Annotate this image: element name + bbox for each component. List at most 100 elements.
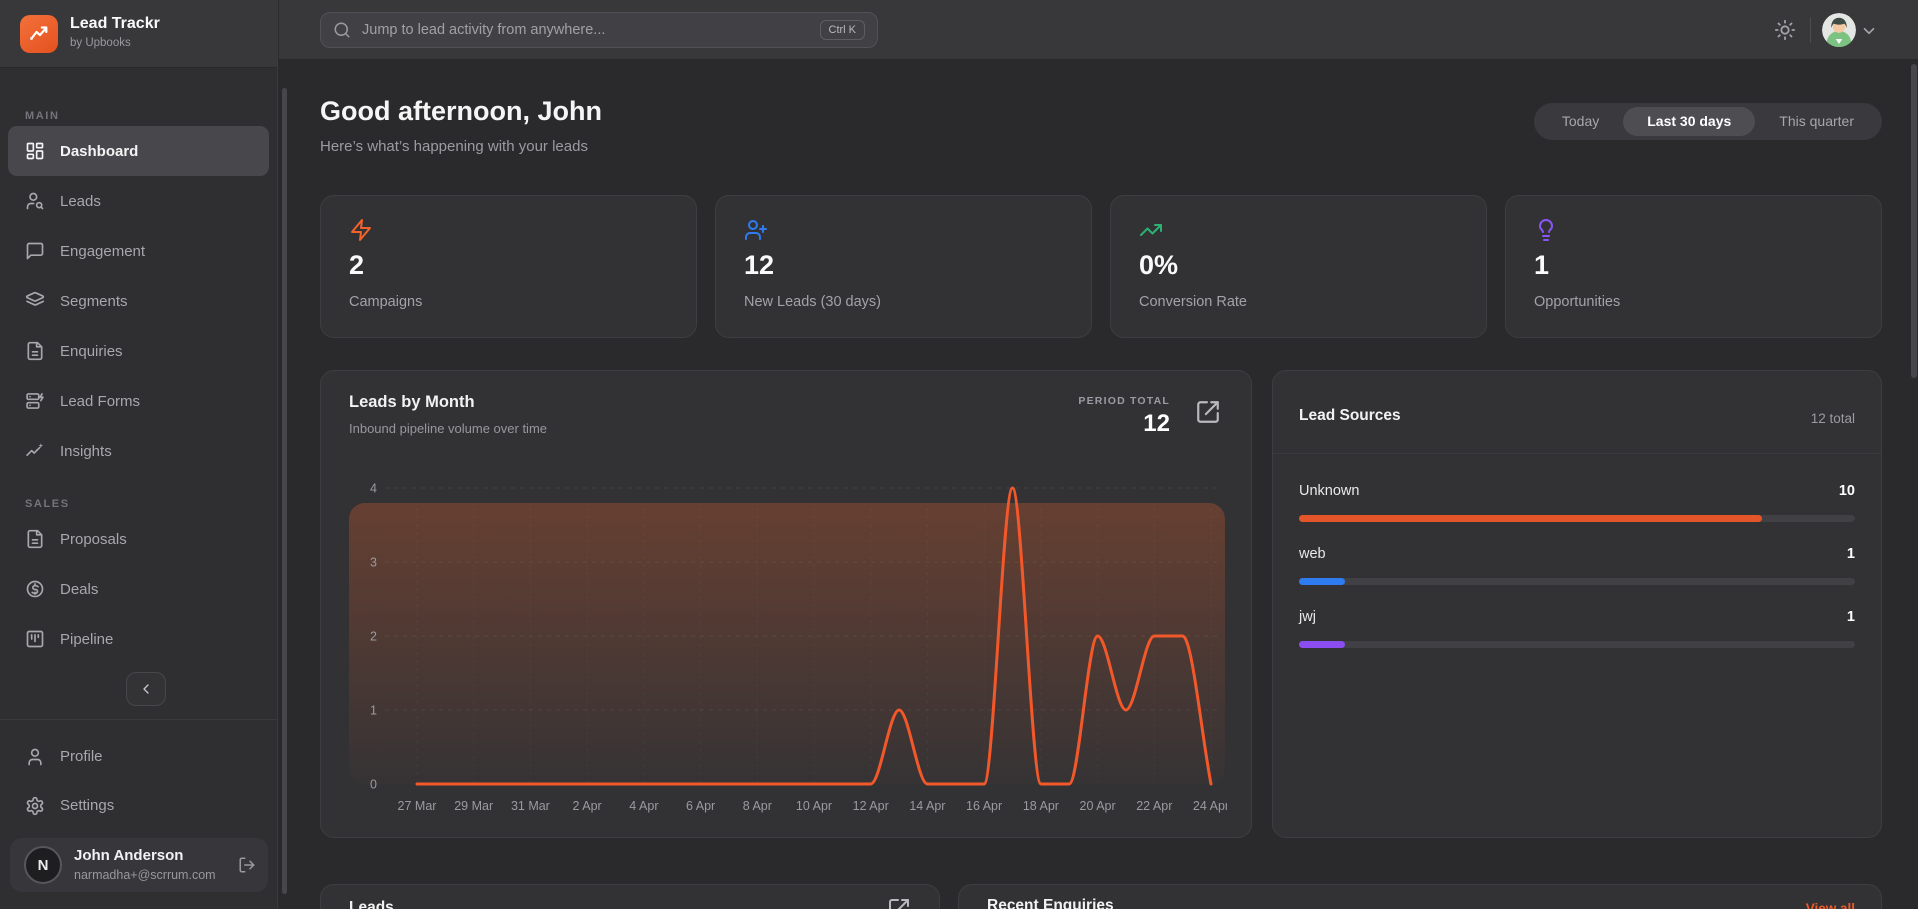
svg-text:29 Mar: 29 Mar (454, 799, 493, 813)
page-subtitle: Here’s what’s happening with your leads (320, 138, 588, 155)
sidebar-item-label: Dashboard (60, 143, 138, 160)
sidebar-item-segments[interactable]: Segments (8, 276, 269, 326)
svg-text:4 Apr: 4 Apr (629, 799, 658, 813)
settings-icon (25, 796, 45, 816)
sidebar-item-engagement[interactable]: Engagement (8, 226, 269, 276)
sidebar-item-leads[interactable]: Leads (8, 176, 269, 226)
page-scrollbar[interactable] (1911, 64, 1917, 378)
chevron-down-icon (1860, 22, 1878, 40)
svg-text:18 Apr: 18 Apr (1023, 799, 1059, 813)
account-menu-button[interactable] (1860, 22, 1878, 40)
svg-text:16 Apr: 16 Apr (966, 799, 1002, 813)
period-option-this-quarter[interactable]: This quarter (1755, 107, 1878, 136)
recent-enquiries-title: Recent Enquiries (987, 897, 1114, 909)
svg-text:1: 1 (370, 704, 377, 718)
sidebar-item-label: Enquiries (60, 343, 123, 360)
view-all-link[interactable]: View all (1806, 901, 1855, 909)
source-bar-fill (1299, 578, 1345, 585)
user-email: narmadha+@scrrum.com (74, 868, 216, 882)
sidebar-item-enquiries[interactable]: Enquiries (8, 326, 269, 376)
source-value: 1 (1847, 609, 1855, 625)
chart-subtitle: Inbound pipeline volume over time (349, 421, 547, 436)
theme-toggle-button[interactable] (1774, 19, 1796, 41)
user-avatar: N (24, 846, 62, 884)
sidebar-collapse-button[interactable] (126, 672, 166, 706)
search-icon (333, 21, 351, 39)
user-icon (25, 747, 45, 767)
sidebar-item-label: Pipeline (60, 631, 113, 648)
period-option-today[interactable]: Today (1538, 107, 1623, 136)
stat-label: Opportunities (1534, 294, 1620, 310)
sidebar-footer: Profile Settings (0, 719, 278, 830)
logout-icon[interactable] (238, 856, 256, 874)
source-value: 10 (1839, 483, 1855, 499)
leads-by-month-card: Leads by Month Inbound pipeline volume o… (320, 370, 1252, 838)
layers-icon (25, 291, 45, 311)
kanban-icon (25, 629, 45, 649)
leads-by-month-chart: 0123427 Mar29 Mar31 Mar2 Apr4 Apr6 Apr8 … (347, 466, 1227, 816)
message-icon (25, 241, 45, 261)
svg-text:0: 0 (370, 778, 377, 792)
svg-text:22 Apr: 22 Apr (1136, 799, 1172, 813)
open-card-button[interactable] (887, 897, 913, 909)
svg-text:3: 3 (370, 556, 377, 570)
svg-text:20 Apr: 20 Apr (1080, 799, 1116, 813)
period-toggle-group: TodayLast 30 daysThis quarter (1534, 103, 1882, 140)
period-option-last-30-days[interactable]: Last 30 days (1623, 107, 1755, 136)
svg-text:2: 2 (370, 630, 377, 644)
sidebar-item-pipeline[interactable]: Pipeline (8, 614, 269, 664)
sidebar: Lead Trackr by Upbooks MAINDashboardLead… (0, 0, 278, 909)
stat-label: Conversion Rate (1139, 294, 1247, 310)
nav-section-label-main: MAIN (0, 110, 277, 122)
source-label: web (1299, 546, 1326, 562)
sidebar-item-settings[interactable]: Settings (8, 781, 270, 830)
open-chart-button[interactable] (1195, 399, 1221, 425)
trending-up-icon (1139, 218, 1163, 242)
lead-sources-card: Lead Sources 12 total Unknown10web1jwj1 (1272, 370, 1882, 838)
source-bar-track (1299, 578, 1855, 585)
period-total-label: PERIOD TOTAL (1078, 395, 1170, 407)
stats-row: 2Campaigns12New Leads (30 days)0%Convers… (320, 195, 1882, 338)
forms-icon (25, 391, 45, 411)
profile-avatar[interactable] (1822, 13, 1856, 47)
user-name: John Anderson (74, 847, 183, 864)
bottom-left-card-title: Leads (349, 899, 394, 909)
sidebar-resize-handle[interactable] (282, 88, 287, 894)
bottom-left-card: Leads (320, 884, 940, 909)
svg-text:4: 4 (370, 482, 377, 496)
sun-icon (1774, 19, 1796, 41)
stat-card-conversion-rate: 0%Conversion Rate (1110, 195, 1487, 338)
recent-enquiries-card: Recent Enquiries View all (958, 884, 1882, 909)
user-plus-icon (744, 218, 768, 242)
source-bar-fill (1299, 515, 1762, 522)
lightbulb-icon (1534, 218, 1558, 242)
sidebar-item-label: Engagement (60, 243, 145, 260)
svg-text:8 Apr: 8 Apr (743, 799, 772, 813)
stat-label: Campaigns (349, 294, 422, 310)
lead-source-row-web: web1 (1299, 544, 1855, 585)
brand-tagline: by Upbooks (70, 37, 131, 49)
period-total: PERIOD TOTAL 12 (1078, 395, 1170, 438)
nav-section-label-sales: SALES (0, 498, 277, 510)
svg-text:6 Apr: 6 Apr (686, 799, 715, 813)
sidebar-item-profile[interactable]: Profile (8, 732, 270, 781)
zap-icon (349, 218, 373, 242)
sidebar-item-dashboard[interactable]: Dashboard (8, 126, 269, 176)
sidebar-item-label: Profile (60, 748, 103, 765)
stat-card-new-leads-30-days: 12New Leads (30 days) (715, 195, 1092, 338)
lead-source-row-jwj: jwj1 (1299, 607, 1855, 648)
stat-card-opportunities: 1Opportunities (1505, 195, 1882, 338)
app-logo-icon (20, 15, 58, 53)
user-card[interactable]: N John Anderson narmadha+@scrrum.com (10, 838, 268, 892)
sidebar-item-lead-forms[interactable]: Lead Forms (8, 376, 269, 426)
lead-sources-total: 12 total (1811, 411, 1855, 426)
source-bar-fill (1299, 641, 1345, 648)
sidebar-item-insights[interactable]: Insights (8, 426, 269, 476)
insights-icon (25, 441, 45, 461)
period-total-value: 12 (1078, 410, 1170, 438)
sidebar-item-deals[interactable]: Deals (8, 564, 269, 614)
stat-value: 12 (744, 250, 774, 281)
search-input[interactable]: Jump to lead activity from anywhere... C… (320, 12, 878, 48)
sidebar-item-proposals[interactable]: Proposals (8, 514, 269, 564)
shortcut-badge: Ctrl K (820, 20, 866, 40)
